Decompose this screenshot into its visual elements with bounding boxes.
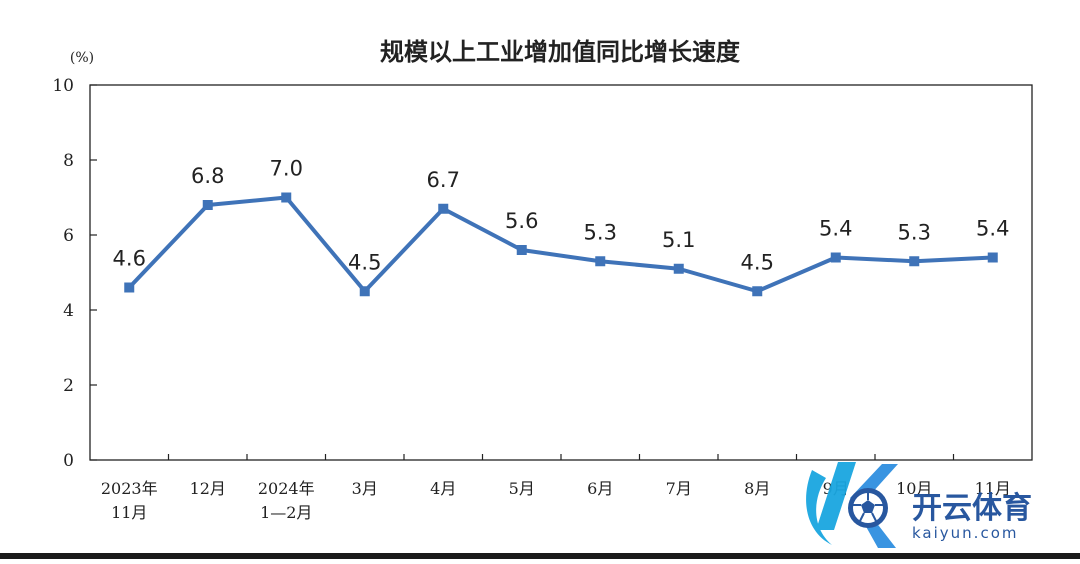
y-tick-label: 4	[63, 301, 74, 321]
y-tick-label: 6	[63, 226, 74, 246]
x-tick-label: 11月	[975, 479, 1011, 498]
data-label: 5.6	[505, 209, 538, 233]
x-tick-label: 4月	[430, 479, 456, 498]
data-label: 6.8	[191, 164, 224, 188]
x-tick-label: 5月	[509, 479, 535, 498]
data-label: 4.5	[348, 250, 381, 274]
watermark-domain-text: kaiyun.com	[912, 524, 1018, 542]
y-axis: 0 2 4 6 8 10	[52, 76, 97, 471]
data-point-marker	[202, 200, 213, 210]
data-point-marker	[516, 245, 527, 255]
data-label: 5.4	[976, 217, 1009, 241]
series-line	[127, 195, 995, 294]
chart-title: 规模以上工业增加值同比增长速度	[380, 38, 741, 66]
data-label: 5.3	[584, 220, 617, 244]
data-point-marker	[438, 203, 449, 214]
x-tick-label: 10月	[896, 479, 932, 498]
x-tick-label: 6月	[587, 479, 613, 498]
data-label: 7.0	[270, 157, 303, 181]
y-tick-label: 8	[63, 151, 74, 171]
data-point-marker	[830, 252, 841, 263]
data-point-marker	[752, 286, 763, 297]
data-point-marker	[909, 256, 920, 267]
data-point-marker	[987, 252, 998, 263]
bottom-border	[0, 553, 1080, 559]
data-label: 4.6	[113, 247, 146, 271]
data-point-marker	[359, 286, 370, 297]
y-axis-unit-label: (%)	[70, 50, 94, 66]
x-tick-label: 3月	[352, 479, 378, 498]
data-label: 6.7	[427, 168, 460, 192]
brand-logo-icon	[806, 462, 898, 548]
y-tick-label: 2	[63, 376, 74, 396]
data-point-marker	[281, 192, 292, 203]
data-label: 5.1	[662, 228, 695, 252]
data-label: 4.5	[741, 250, 774, 274]
x-tick-label: 2024年	[258, 479, 315, 498]
y-tick-label: 0	[63, 451, 74, 471]
data-label: 5.3	[898, 220, 931, 244]
plot-frame	[89, 84, 1033, 461]
x-tick-label: 12月	[190, 479, 226, 498]
data-point-marker	[673, 263, 684, 274]
x-tick-label: 11月	[111, 503, 147, 522]
data-point-marker	[595, 256, 606, 267]
y-tick-label: 10	[52, 76, 74, 96]
watermark: 开云体育 kaiyun.com	[806, 462, 1032, 548]
x-tick-label: 8月	[744, 479, 770, 498]
watermark-brand-text: 开云体育	[912, 491, 1032, 526]
series-line-group: 4.6 6.8 7.0 4.5 6.7 5.6 5.3 5.1 4.5 5.4 5.3 5.4	[113, 157, 1009, 297]
data-label: 5.4	[819, 217, 852, 241]
x-tick-label: 1—2月	[260, 503, 312, 522]
data-point-marker	[124, 282, 135, 293]
x-tick-label: 2023年	[101, 479, 158, 498]
x-tick-label: 7月	[666, 479, 692, 498]
